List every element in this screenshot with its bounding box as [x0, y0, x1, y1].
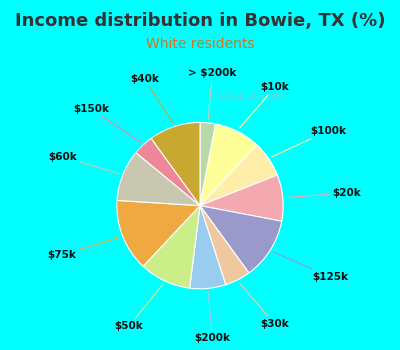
Text: Income distribution in Bowie, TX (%): Income distribution in Bowie, TX (%)	[15, 12, 385, 30]
Wedge shape	[143, 206, 200, 288]
Wedge shape	[117, 201, 200, 266]
Wedge shape	[136, 138, 200, 206]
Wedge shape	[200, 206, 249, 285]
Text: $150k: $150k	[73, 104, 141, 142]
Text: $60k: $60k	[48, 152, 120, 174]
Text: City-Data.com: City-Data.com	[217, 91, 287, 101]
Text: $10k: $10k	[239, 82, 289, 128]
Wedge shape	[200, 145, 277, 206]
Wedge shape	[117, 153, 200, 206]
Text: $100k: $100k	[272, 126, 346, 157]
Text: $50k: $50k	[115, 284, 163, 331]
Wedge shape	[151, 122, 200, 206]
Wedge shape	[200, 124, 257, 206]
Wedge shape	[200, 206, 282, 273]
Text: $20k: $20k	[286, 188, 361, 198]
Text: $75k: $75k	[48, 238, 120, 259]
Text: > $200k: > $200k	[188, 68, 237, 119]
Wedge shape	[200, 122, 216, 206]
Text: $200k: $200k	[194, 292, 230, 343]
Wedge shape	[200, 175, 283, 221]
Wedge shape	[190, 206, 226, 289]
Text: $125k: $125k	[273, 252, 348, 282]
Text: $40k: $40k	[130, 74, 173, 123]
Text: White residents: White residents	[146, 37, 254, 51]
Text: $30k: $30k	[239, 283, 289, 329]
